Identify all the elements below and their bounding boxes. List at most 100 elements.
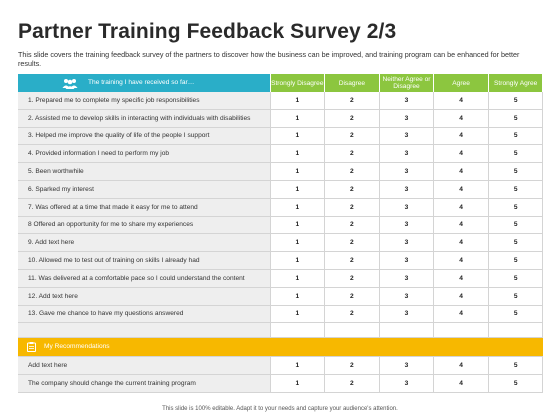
item-text: 2. Assisted me to develop skills in inte… (18, 109, 271, 128)
rating-cell[interactable]: 4 (433, 287, 489, 306)
rating-cell[interactable]: 4 (433, 374, 489, 393)
rating-cell[interactable]: 5 (488, 180, 544, 199)
rating-cell[interactable]: 4 (433, 162, 489, 181)
rating-cell[interactable]: 3 (379, 233, 435, 253)
rating-cell[interactable]: 5 (488, 356, 544, 376)
rating-cell[interactable]: 4 (433, 144, 489, 164)
rating-cell[interactable]: 2 (324, 127, 380, 146)
rating-cell[interactable]: 1 (270, 198, 326, 217)
rating-cell[interactable]: 3 (379, 162, 435, 181)
column-header-neither: Neither Agree or Disagree (379, 74, 435, 92)
rating-cell[interactable]: 1 (270, 180, 326, 199)
rating-cell[interactable]: 3 (379, 144, 435, 164)
rating-cell[interactable]: 3 (379, 269, 435, 288)
rating-cell[interactable]: 5 (488, 305, 544, 324)
table-row: 3. Helped me improve the quality of life… (18, 127, 544, 146)
survey-item-header-label: The training I have received so far… (88, 79, 195, 86)
rating-cell[interactable]: 1 (270, 356, 326, 376)
rating-cell[interactable]: 4 (433, 269, 489, 288)
rating-cell[interactable]: 3 (379, 127, 435, 146)
rating-cell[interactable]: 1 (270, 305, 326, 324)
rating-cell[interactable]: 1 (270, 216, 326, 235)
rating-cell[interactable]: 3 (379, 251, 435, 270)
table-row: 8 Offered an opportunity for me to share… (18, 216, 544, 235)
rating-cell[interactable]: 4 (433, 233, 489, 253)
column-header-agree: Agree (433, 74, 489, 92)
item-text: 1. Prepared me to complete my specific j… (18, 92, 271, 110)
rating-cell[interactable]: 3 (379, 305, 435, 324)
rating-cell[interactable]: 4 (433, 251, 489, 270)
rating-cell[interactable]: 5 (488, 92, 544, 110)
rating-cell[interactable]: 5 (488, 251, 544, 270)
item-text: 11. Was delivered at a comfortable pace … (18, 269, 271, 288)
rating-cell[interactable]: 2 (324, 216, 380, 235)
rating-cell[interactable]: 5 (488, 287, 544, 306)
rating-cell[interactable]: 4 (433, 180, 489, 199)
table-row: 9. Add text here 1 2 3 4 5 (18, 233, 544, 253)
rating-cell[interactable]: 5 (488, 269, 544, 288)
rating-cell[interactable]: 2 (324, 356, 380, 376)
rating-cell[interactable]: 4 (433, 92, 489, 110)
rating-cell[interactable]: 1 (270, 162, 326, 181)
survey-item-header: The training I have received so far… (18, 74, 271, 92)
slide-subtitle: This slide covers the training feedback … (18, 50, 520, 68)
rating-cell[interactable]: 3 (379, 92, 435, 110)
rating-cell[interactable]: 2 (324, 251, 380, 270)
rating-cell[interactable]: 5 (488, 216, 544, 235)
rating-cell[interactable]: 5 (488, 109, 544, 128)
rating-cell[interactable]: 5 (488, 127, 544, 146)
slide-title: Partner Training Feedback Survey 2/3 (18, 20, 397, 43)
rating-cell[interactable]: 1 (270, 127, 326, 146)
rating-cell[interactable]: 2 (324, 305, 380, 324)
column-header-strongly-disagree: Strongly Disagree (270, 74, 326, 92)
rating-cell[interactable]: 4 (433, 216, 489, 235)
rating-cell[interactable]: 4 (433, 356, 489, 376)
rating-cell[interactable]: 4 (433, 198, 489, 217)
rating-cell[interactable]: 5 (488, 233, 544, 253)
recommendations-header-row: My Recommendations (18, 337, 543, 358)
rating-cell[interactable]: 1 (270, 233, 326, 253)
rating-cell[interactable]: 4 (433, 305, 489, 324)
rating-cell[interactable]: 2 (324, 269, 380, 288)
rating-cell[interactable]: 2 (324, 109, 380, 128)
rating-cell[interactable]: 3 (379, 216, 435, 235)
clipboard-icon (27, 342, 36, 353)
rating-cell[interactable]: 2 (324, 198, 380, 217)
rating-cell[interactable]: 1 (270, 374, 326, 393)
rating-cell[interactable]: 5 (488, 162, 544, 181)
recommendations-label: My Recommendations (44, 343, 110, 351)
rating-cell[interactable]: 1 (270, 269, 326, 288)
rating-cell[interactable]: 1 (270, 287, 326, 306)
rating-cell[interactable]: 1 (270, 92, 326, 110)
rating-cell[interactable]: 5 (488, 374, 544, 393)
spacer-row (18, 322, 544, 339)
item-text: 12. Add text here (18, 287, 271, 306)
rating-cell[interactable]: 5 (488, 198, 544, 217)
rating-cell[interactable]: 2 (324, 162, 380, 181)
rating-cell[interactable]: 2 (324, 180, 380, 199)
rating-cell[interactable]: 2 (324, 92, 380, 110)
rating-cell[interactable]: 4 (433, 109, 489, 128)
rating-cell[interactable]: 3 (379, 180, 435, 199)
rating-cell[interactable]: 3 (379, 109, 435, 128)
rating-cell[interactable]: 1 (270, 109, 326, 128)
rating-cell[interactable]: 3 (379, 356, 435, 376)
rating-cell[interactable]: 1 (270, 144, 326, 164)
item-text: 8 Offered an opportunity for me to share… (18, 216, 271, 235)
rating-cell[interactable]: 3 (379, 198, 435, 217)
rating-cell[interactable]: 4 (433, 127, 489, 146)
spacer-cell (324, 322, 380, 339)
rating-cell[interactable]: 2 (324, 374, 380, 393)
recommendation-text: Add text here (18, 356, 271, 376)
rating-cell[interactable]: 2 (324, 144, 380, 164)
recommendation-text: The company should change the current tr… (18, 374, 271, 393)
rating-cell[interactable]: 3 (379, 287, 435, 306)
rating-cell[interactable]: 2 (324, 233, 380, 253)
rating-cell[interactable]: 1 (270, 251, 326, 270)
rating-cell[interactable]: 3 (379, 374, 435, 393)
survey-header-row: The training I have received so far… Str… (18, 74, 544, 92)
table-row: 2. Assisted me to develop skills in inte… (18, 109, 544, 128)
item-text: 7. Was offered at a time that made it ea… (18, 198, 271, 217)
rating-cell[interactable]: 2 (324, 287, 380, 306)
rating-cell[interactable]: 5 (488, 144, 544, 164)
